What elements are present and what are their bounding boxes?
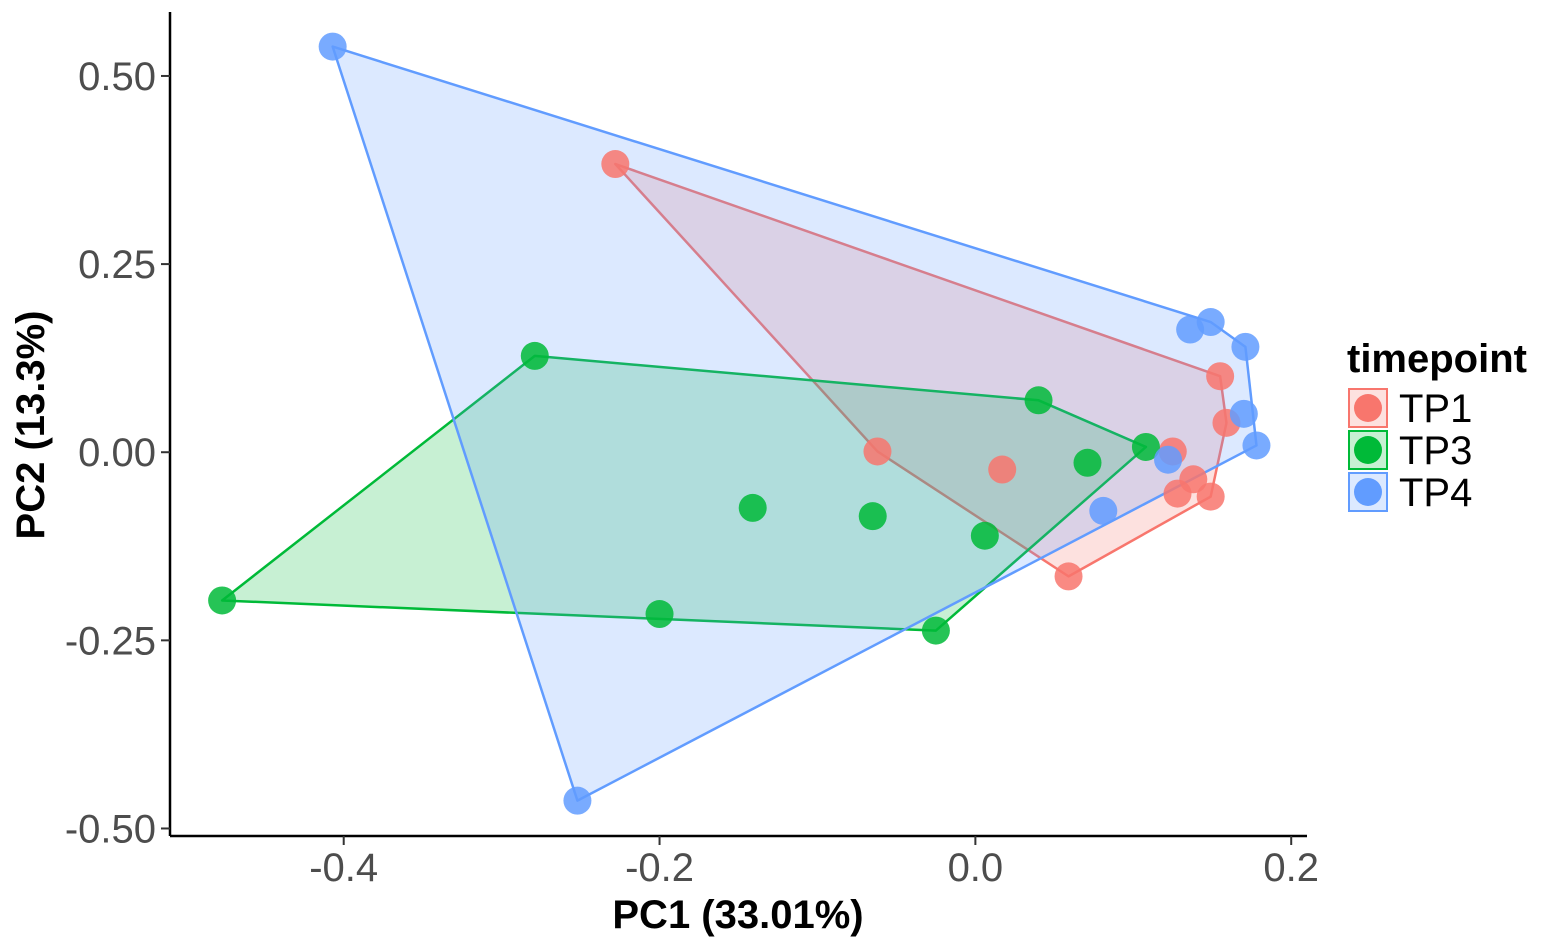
hull-layer bbox=[220, 45, 1258, 802]
legend-label: TP3 bbox=[1399, 429, 1472, 473]
point-tp1 bbox=[1196, 482, 1225, 511]
y-tick-label: -0.50 bbox=[65, 807, 156, 851]
x-tick-label: -0.4 bbox=[309, 846, 378, 890]
x-tick-label: 0.2 bbox=[1263, 846, 1319, 890]
point-tp3 bbox=[738, 493, 767, 522]
point-tp4 bbox=[318, 32, 347, 61]
hull-tp4 bbox=[331, 45, 1258, 802]
legend-item-tp1: TP1 bbox=[1348, 387, 1472, 431]
point-tp4 bbox=[1229, 399, 1258, 428]
point-tp3 bbox=[1024, 386, 1053, 415]
y-axis-ticks: 0.50 0.25 0.00 -0.25 -0.50 bbox=[65, 55, 170, 851]
point-tp4 bbox=[1231, 332, 1260, 361]
point-tp3 bbox=[921, 616, 950, 645]
x-tick-label: -0.2 bbox=[625, 846, 694, 890]
point-tp1 bbox=[863, 437, 892, 466]
point-tp4 bbox=[1089, 496, 1118, 525]
point-tp1 bbox=[988, 455, 1017, 484]
point-layer bbox=[208, 32, 1271, 815]
point-tp4 bbox=[1242, 431, 1271, 460]
x-axis-ticks: -0.4 -0.2 0.0 0.2 bbox=[309, 836, 1319, 890]
point-tp4 bbox=[563, 786, 592, 815]
point-tp1 bbox=[601, 150, 630, 179]
point-tp1 bbox=[1054, 562, 1083, 591]
point-tp3 bbox=[858, 502, 887, 531]
point-tp1 bbox=[1163, 479, 1192, 508]
point-tp3 bbox=[970, 521, 999, 550]
point-tp1 bbox=[1206, 362, 1235, 391]
point-tp3 bbox=[208, 586, 237, 615]
point-tp4 bbox=[1196, 308, 1225, 337]
x-axis-title: PC1 (33.01%) bbox=[612, 893, 863, 937]
legend-item-tp3: TP3 bbox=[1348, 429, 1472, 473]
legend-label: TP1 bbox=[1399, 387, 1472, 431]
y-tick-label: 0.50 bbox=[78, 55, 156, 99]
point-tp3 bbox=[520, 341, 549, 370]
legend-title: timepoint bbox=[1347, 337, 1527, 381]
legend-key-point bbox=[1354, 436, 1382, 464]
y-axis-title: PC2 (13.3%) bbox=[9, 311, 53, 540]
point-tp3 bbox=[1073, 448, 1102, 477]
point-tp4 bbox=[1154, 445, 1183, 474]
y-tick-label: -0.25 bbox=[65, 619, 156, 663]
point-tp3 bbox=[645, 600, 674, 629]
point-tp3 bbox=[1131, 432, 1160, 461]
hull-tp3 bbox=[220, 354, 1148, 632]
legend-key-point bbox=[1354, 478, 1382, 506]
x-tick-label: 0.0 bbox=[948, 846, 1004, 890]
y-tick-label: 0.25 bbox=[78, 243, 156, 287]
y-tick-label: 0.00 bbox=[78, 431, 156, 475]
legend-key-point bbox=[1354, 394, 1382, 422]
legend-item-tp4: TP4 bbox=[1348, 471, 1472, 515]
legend-label: TP4 bbox=[1399, 471, 1472, 515]
